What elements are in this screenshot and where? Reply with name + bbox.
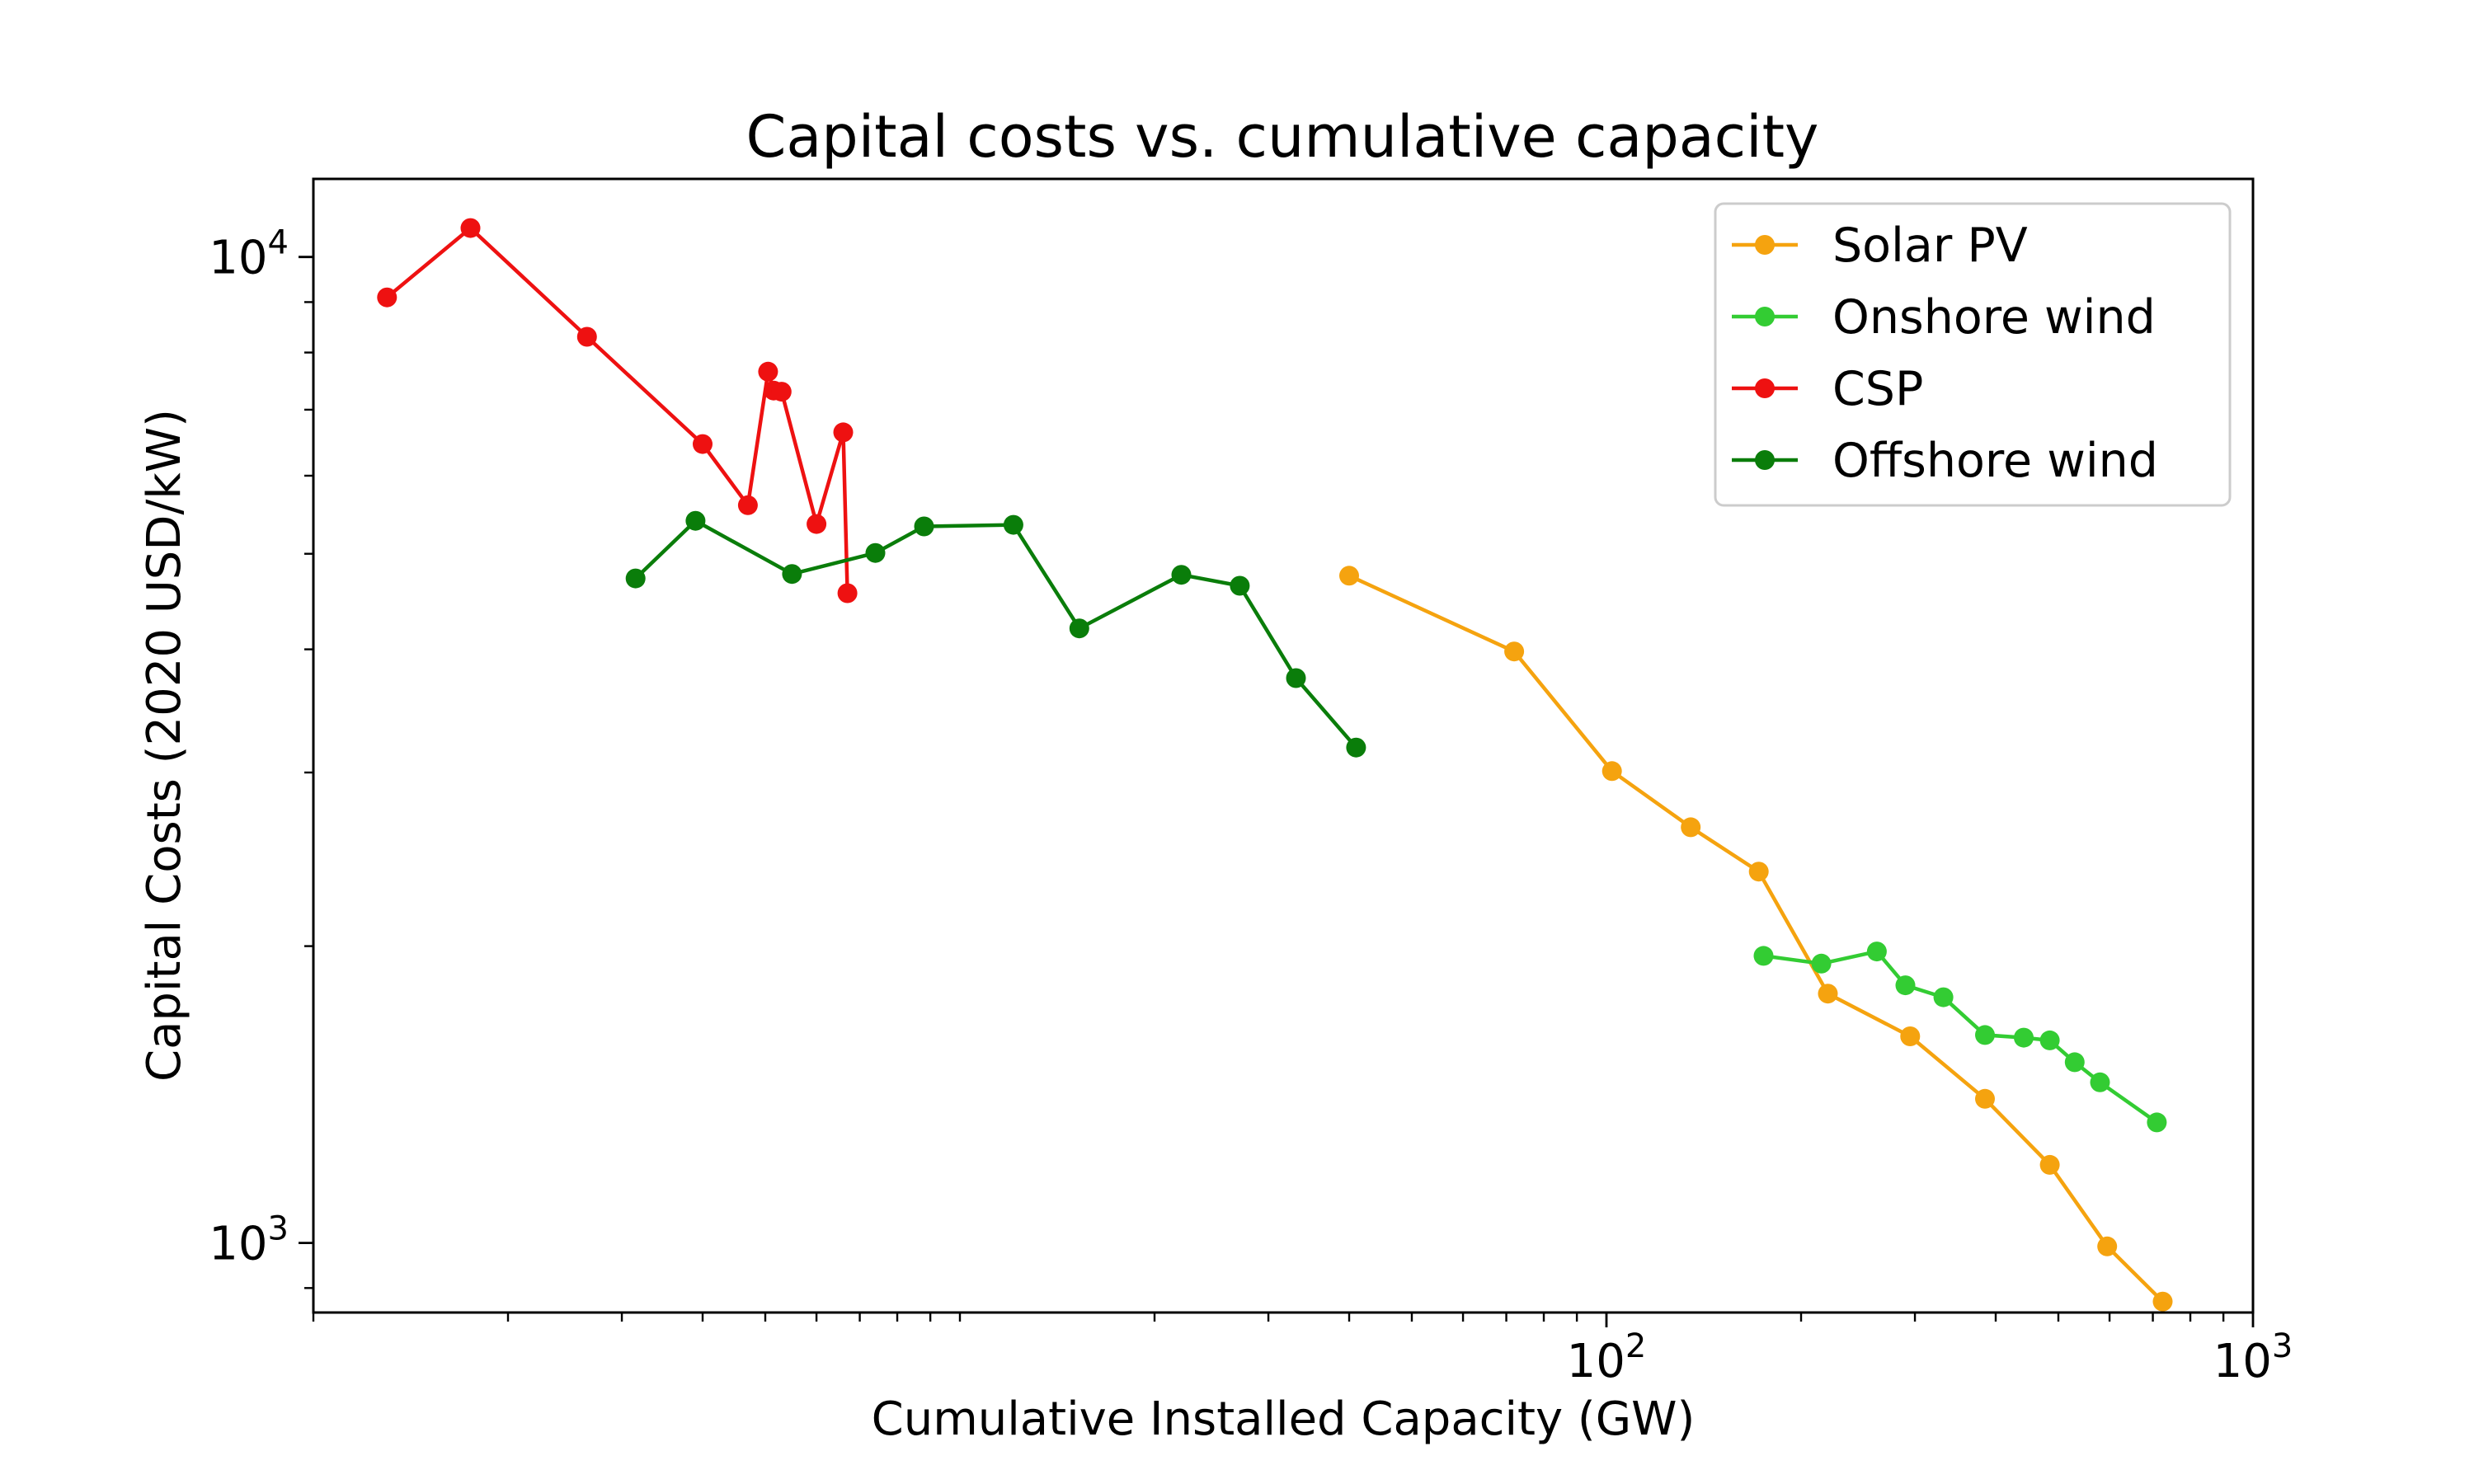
data-point: [914, 516, 934, 537]
plot-area: [377, 218, 2173, 1312]
data-point: [625, 568, 646, 589]
data-point: [576, 326, 597, 347]
data-point: [1975, 1088, 1995, 1109]
data-point: [2014, 1027, 2034, 1048]
data-point: [2064, 1052, 2085, 1073]
data-point: [807, 514, 827, 534]
legend-label: Offshore wind: [1832, 434, 2158, 488]
data-point: [2152, 1291, 2173, 1312]
data-point: [1346, 737, 1366, 758]
data-point: [1504, 641, 1525, 662]
legend-label: CSP: [1832, 362, 1923, 416]
x-tick-label: 103: [2213, 1327, 2293, 1388]
legend-entry: Solar PV: [1732, 218, 2028, 273]
data-point: [1286, 668, 1306, 688]
series-line: [385, 226, 849, 594]
data-point: [2039, 1154, 2060, 1175]
data-point: [685, 510, 706, 531]
data-point: [1003, 514, 1023, 535]
series-0: [1339, 566, 2173, 1312]
data-point: [1339, 566, 1359, 586]
data-point: [693, 434, 713, 454]
x-axis: 102 103: [312, 1313, 2293, 1388]
data-point: [1171, 565, 1192, 585]
series-2: [377, 218, 858, 603]
data-point: [2097, 1236, 2118, 1256]
data-point: [771, 382, 792, 402]
y-tick-label: 104: [209, 224, 289, 285]
data-point: [1069, 618, 1089, 639]
chart-title: Capital costs vs. cumulative capacity: [746, 103, 1819, 171]
legend-box: [1714, 202, 2232, 507]
x-axis-label: Cumulative Installed Capacity (GW): [872, 1392, 1696, 1446]
data-point: [460, 218, 481, 238]
series-line: [1763, 949, 2158, 1125]
data-point: [737, 495, 758, 515]
y-axis: 103 104: [209, 224, 313, 1289]
plot-frame: [312, 177, 2255, 1314]
data-point: [1748, 862, 1769, 882]
data-point: [865, 542, 886, 563]
data-point: [1895, 975, 1916, 996]
data-point: [1866, 942, 1887, 962]
data-point: [782, 564, 802, 585]
data-point: [377, 287, 397, 308]
y-tick-label: 103: [209, 1210, 289, 1271]
legend: Solar PV Onshore wind CSP Offshore wind: [1714, 202, 2232, 507]
data-point: [1975, 1025, 1995, 1045]
legend-entry: Offshore wind: [1732, 434, 2158, 488]
data-point: [1811, 953, 1832, 974]
legend-label: Onshore wind: [1832, 290, 2156, 345]
data-point: [1681, 817, 1701, 838]
data-point: [2147, 1112, 2167, 1133]
legend-swatch-marker: [1755, 307, 1775, 326]
data-point: [1900, 1026, 1921, 1046]
data-point: [1933, 987, 1954, 1007]
data-point: [1602, 761, 1622, 782]
data-point: [833, 422, 854, 443]
data-point: [758, 361, 778, 382]
data-point: [1818, 984, 1838, 1004]
legend-swatch-marker: [1755, 378, 1775, 398]
data-point: [1230, 575, 1250, 596]
legend-swatch-marker: [1755, 450, 1775, 470]
legend-entry: CSP: [1732, 362, 1923, 416]
series-3: [625, 510, 1366, 758]
series-1: [1753, 942, 2167, 1133]
legend-entry: Onshore wind: [1732, 290, 2156, 345]
data-point: [837, 583, 858, 603]
data-point: [2039, 1030, 2060, 1050]
legend-swatch-marker: [1755, 235, 1775, 255]
legend-label: Solar PV: [1832, 218, 2028, 273]
series-line: [1348, 574, 2165, 1303]
data-point: [2090, 1072, 2110, 1092]
y-axis-label: Capital Costs (2020 USD/kW): [138, 409, 191, 1082]
data-point: [1753, 946, 1774, 966]
series-line: [634, 519, 1358, 749]
x-tick-label: 102: [1567, 1327, 1647, 1388]
